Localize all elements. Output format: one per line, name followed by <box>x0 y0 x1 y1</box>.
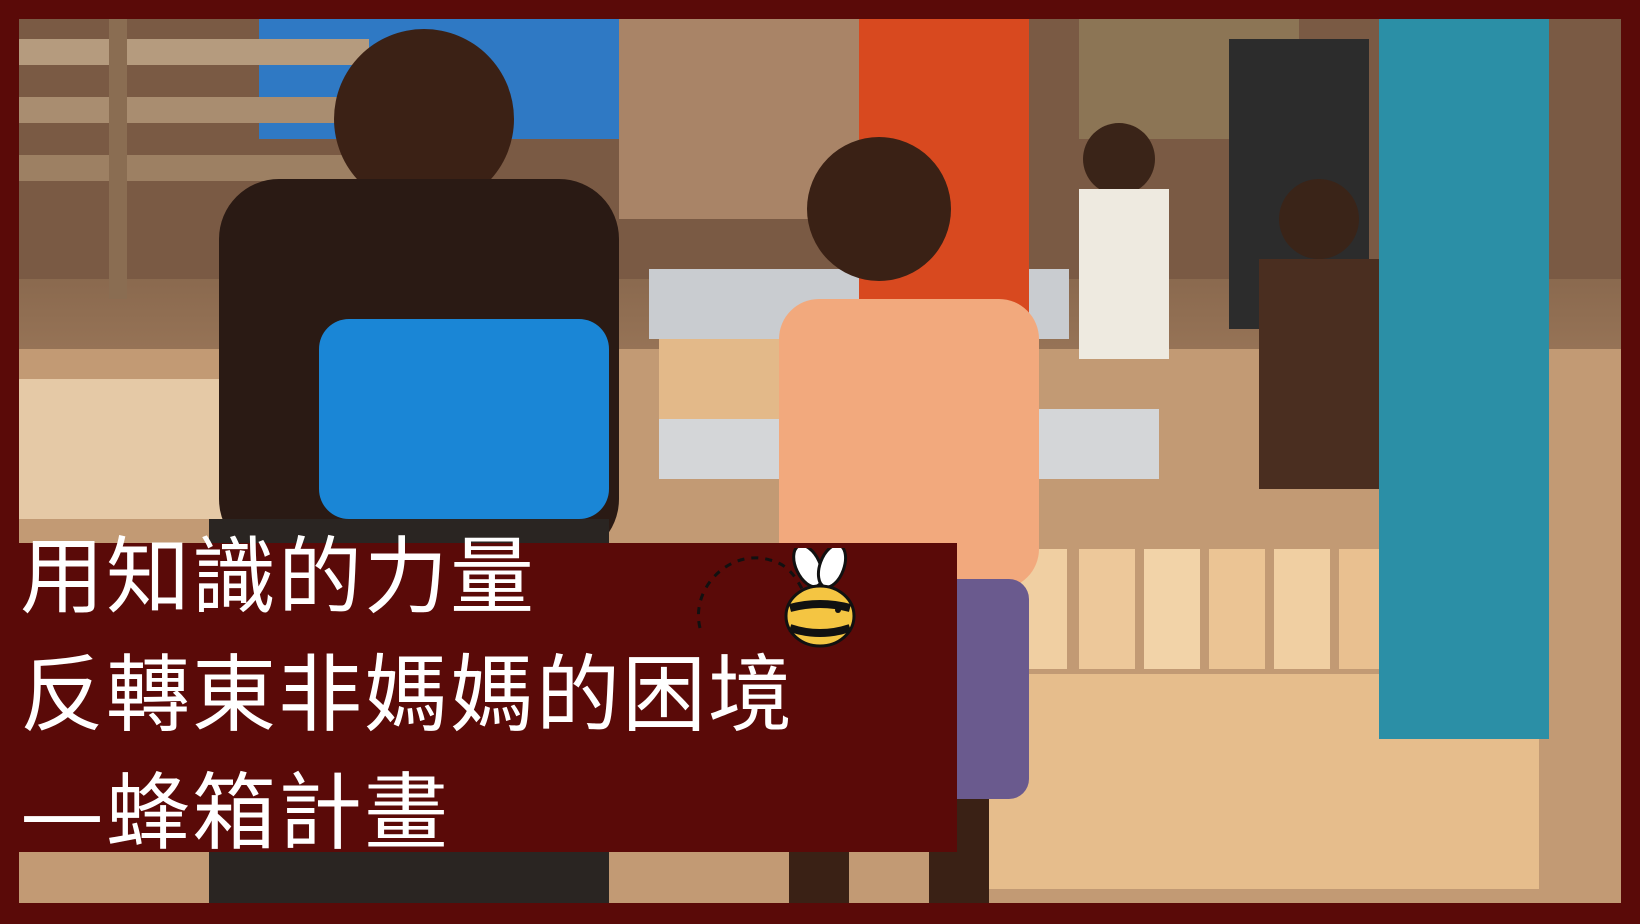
bee-stripe <box>788 624 852 637</box>
headline-line-3: —蜂箱計畫 <box>20 764 451 862</box>
wooden-rack <box>19 19 369 299</box>
headline-line-2: 反轉東非媽媽的困境 <box>20 646 795 744</box>
headline: 用知識的力量 反轉東非媽媽的困境 —蜂箱計畫 <box>20 518 794 872</box>
bee-eye <box>835 607 841 613</box>
bee-icon <box>697 548 856 648</box>
bee-stripe <box>788 600 852 612</box>
bee-flight-path <box>697 556 812 629</box>
wood-planks <box>19 379 249 519</box>
headline-line-1: 用知識的力量 <box>20 528 537 626</box>
